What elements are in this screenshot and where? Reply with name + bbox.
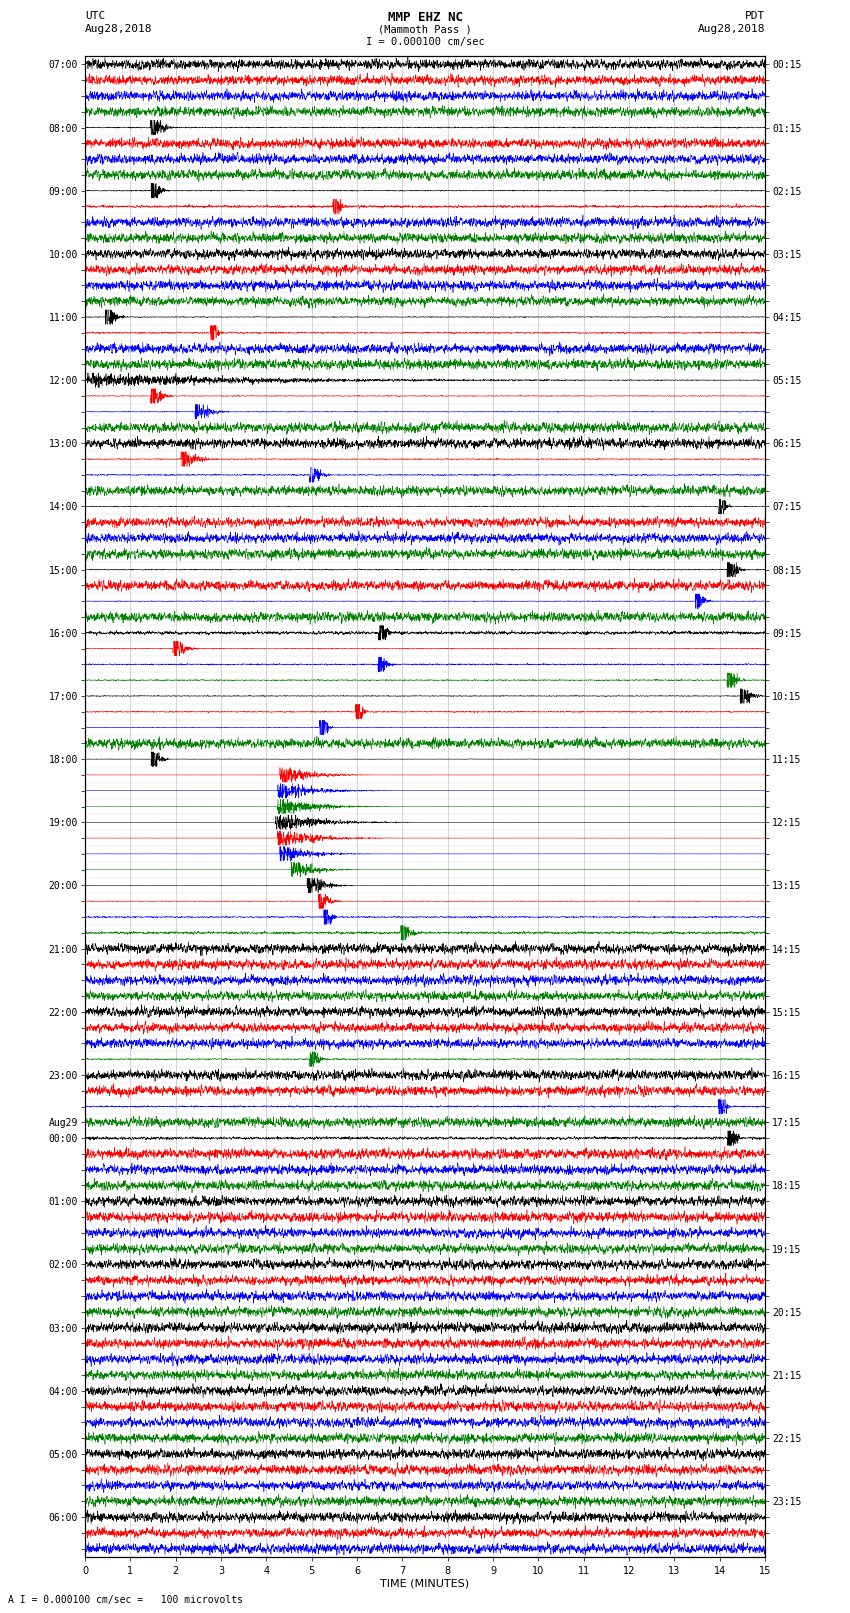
Text: Aug28,2018: Aug28,2018	[85, 24, 152, 34]
Text: PDT: PDT	[745, 11, 765, 21]
Text: (Mammoth Pass ): (Mammoth Pass )	[378, 24, 472, 34]
Text: I = 0.000100 cm/sec: I = 0.000100 cm/sec	[366, 37, 484, 47]
Text: A I = 0.000100 cm/sec =   100 microvolts: A I = 0.000100 cm/sec = 100 microvolts	[8, 1595, 243, 1605]
X-axis label: TIME (MINUTES): TIME (MINUTES)	[381, 1579, 469, 1589]
Text: Aug28,2018: Aug28,2018	[698, 24, 765, 34]
Text: UTC: UTC	[85, 11, 105, 21]
Text: MMP EHZ NC: MMP EHZ NC	[388, 11, 462, 24]
